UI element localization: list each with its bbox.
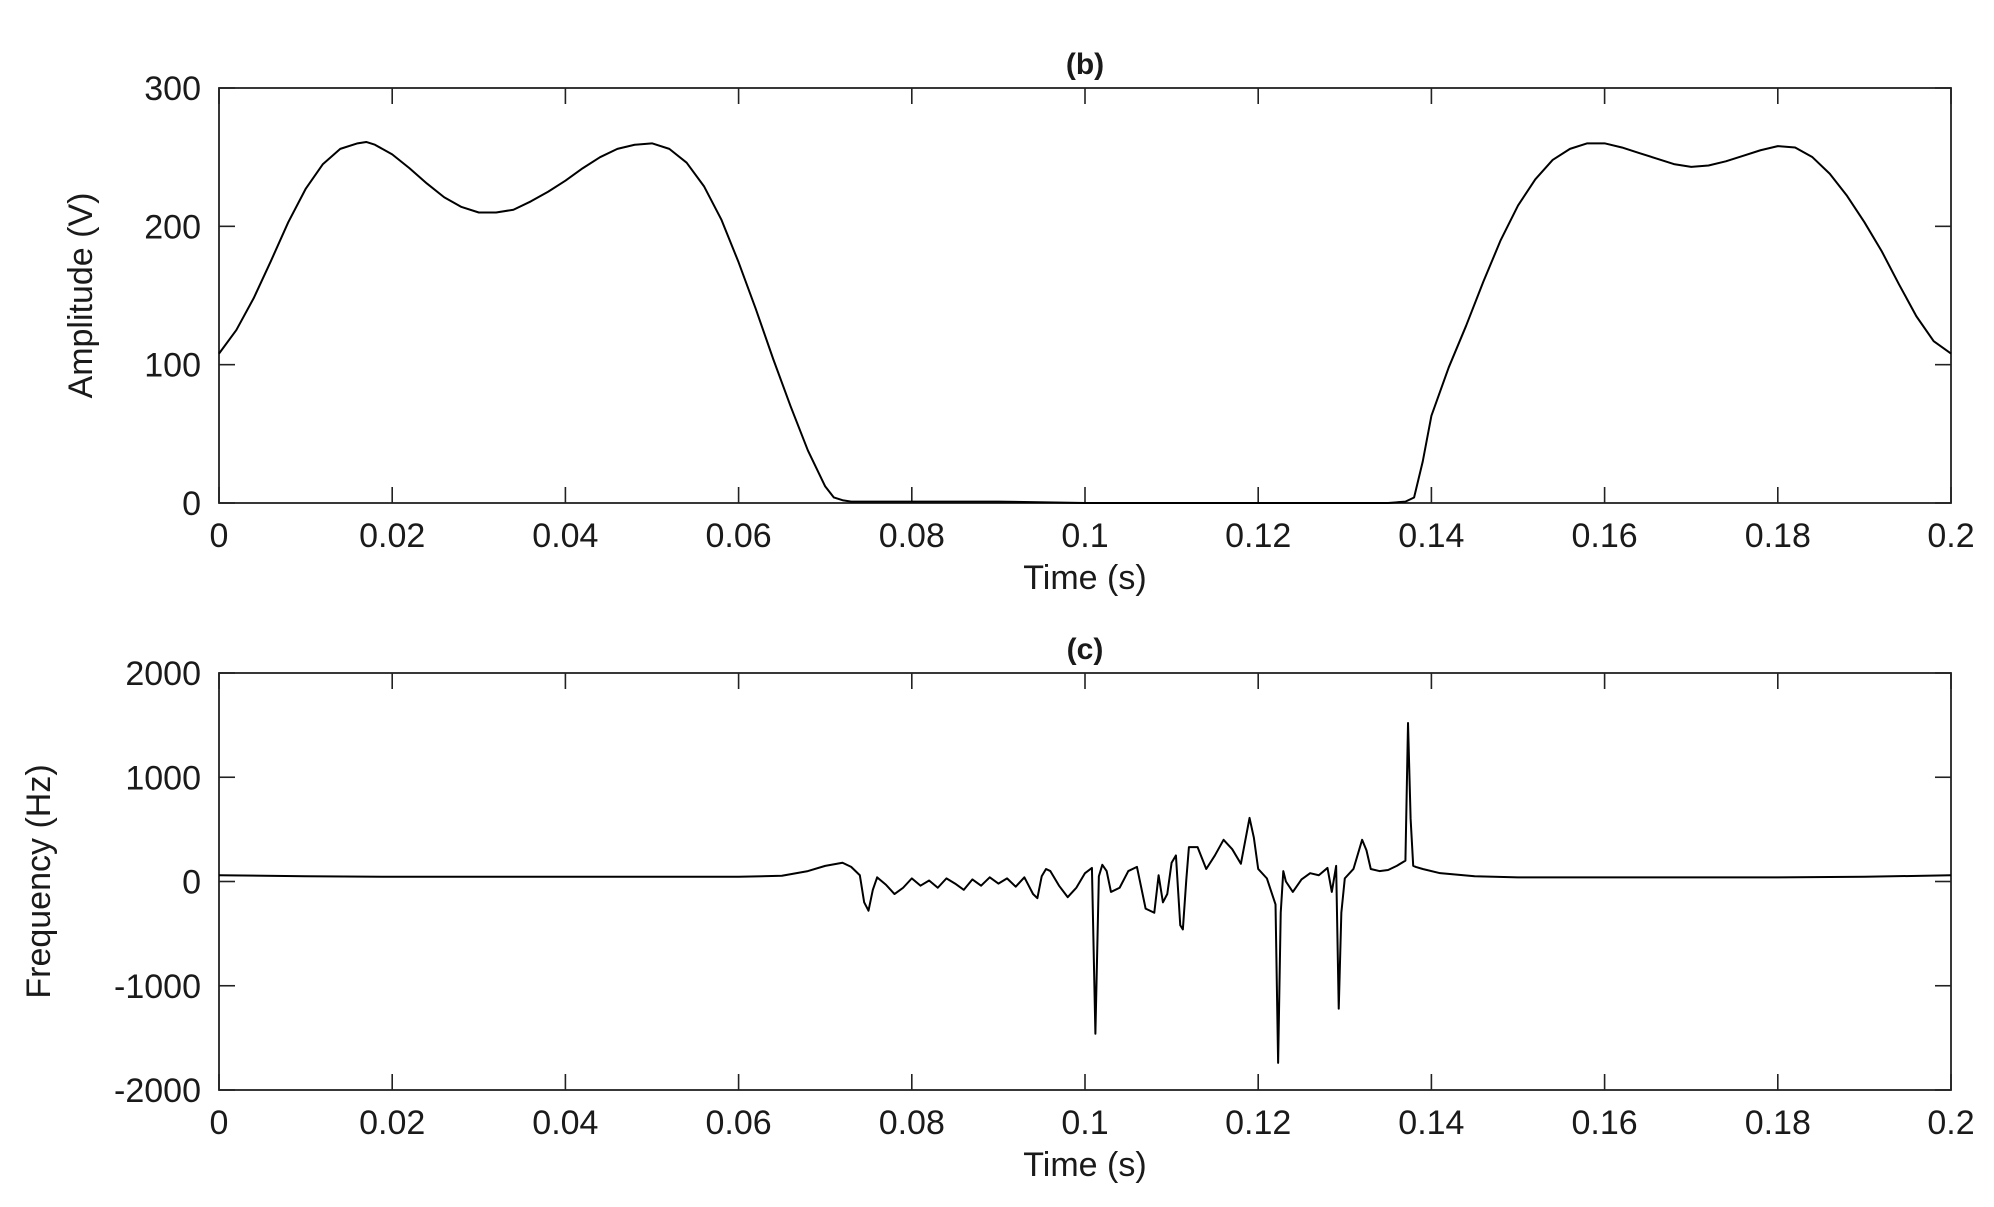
- series-line: [218, 722, 1952, 1064]
- x-axis-label: Time (s): [1023, 1146, 1146, 1184]
- x-tick-label: 0.12: [1225, 517, 1291, 555]
- panel-c: 0 0.02 0.04 0.06 0.08 0.1 0.12 0.14 0.16 0.18 0.2 -…: [20, 633, 1975, 1184]
- y-tick-label: 200: [144, 208, 201, 246]
- x-tick-label: 0: [210, 1104, 229, 1142]
- x-tick-label: 0.18: [1745, 1104, 1811, 1142]
- y-tick-label: 300: [144, 70, 201, 108]
- y-tick-label: 0: [182, 485, 201, 523]
- x-tick-label: 0.06: [706, 1104, 772, 1142]
- chart-title: (b): [1066, 48, 1104, 81]
- x-axis-label: Time (s): [1023, 559, 1146, 597]
- x-tick-label: 0.2: [1927, 1104, 1974, 1142]
- y-tick-label: -2000: [114, 1072, 201, 1110]
- x-tick-label: 0.1: [1061, 1104, 1108, 1142]
- y-axis-label: Amplitude (V): [62, 193, 100, 399]
- x-tick-label: 0.16: [1572, 517, 1638, 555]
- x-tick-label: 0.18: [1745, 517, 1811, 555]
- x-tick-label: 0.04: [532, 1104, 598, 1142]
- y-tick-label: 2000: [125, 655, 201, 693]
- y-tick-label: 0: [182, 864, 201, 902]
- axes-box: [218, 672, 1952, 1091]
- x-tick-label: 0.1: [1061, 517, 1108, 555]
- x-tick-label: 0.16: [1572, 1104, 1638, 1142]
- x-tick-label: 0.2: [1927, 517, 1974, 555]
- x-tick-label: 0.02: [359, 1104, 425, 1142]
- x-tick-label: 0.14: [1398, 1104, 1464, 1142]
- x-tick-label: 0.14: [1398, 517, 1464, 555]
- x-tick-label: 0.08: [879, 517, 945, 555]
- x-tick-label: 0.08: [879, 1104, 945, 1142]
- y-tick-label: 100: [144, 347, 201, 385]
- x-tick-label: 0.02: [359, 517, 425, 555]
- axes-box: [218, 87, 1952, 504]
- chart-title: (c): [1067, 633, 1104, 666]
- panel-b: 0 0.02 0.04 0.06 0.08 0.1 0.12 0.14 0.16 0.18 0.2 0…: [62, 48, 1975, 597]
- x-tick-label: 0: [210, 517, 229, 555]
- x-tick-label: 0.06: [706, 517, 772, 555]
- series-line: [218, 140, 1952, 504]
- y-tick-label: -1000: [114, 968, 201, 1006]
- y-tick-label: 1000: [125, 759, 201, 797]
- y-axis-label: Frequency (Hz): [20, 764, 58, 998]
- x-tick-label: 0.12: [1225, 1104, 1291, 1142]
- x-tick-label: 0.04: [532, 517, 598, 555]
